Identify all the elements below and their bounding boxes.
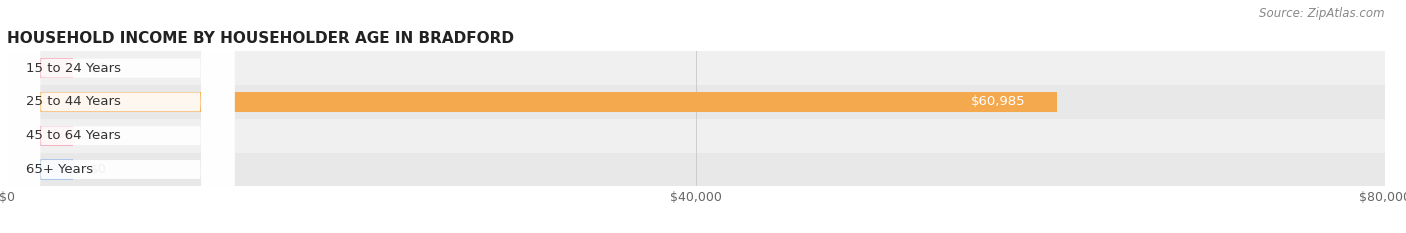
- Text: 65+ Years: 65+ Years: [27, 163, 93, 176]
- Text: 45 to 64 Years: 45 to 64 Years: [27, 129, 121, 142]
- Bar: [7, 85, 1385, 119]
- Text: 25 to 44 Years: 25 to 44 Years: [27, 96, 121, 108]
- Bar: [7, 51, 1385, 85]
- Text: $0: $0: [90, 129, 107, 142]
- FancyBboxPatch shape: [7, 0, 235, 233]
- Bar: [7, 58, 73, 78]
- Text: Source: ZipAtlas.com: Source: ZipAtlas.com: [1260, 7, 1385, 20]
- Text: HOUSEHOLD INCOME BY HOUSEHOLDER AGE IN BRADFORD: HOUSEHOLD INCOME BY HOUSEHOLDER AGE IN B…: [7, 31, 515, 46]
- FancyBboxPatch shape: [7, 0, 235, 233]
- Bar: [7, 126, 73, 146]
- Bar: [7, 153, 1385, 186]
- Bar: [7, 159, 73, 180]
- FancyBboxPatch shape: [7, 0, 235, 233]
- Text: 15 to 24 Years: 15 to 24 Years: [27, 62, 121, 75]
- FancyBboxPatch shape: [7, 0, 235, 233]
- Text: $0: $0: [90, 62, 107, 75]
- Bar: [7, 119, 1385, 153]
- Text: $0: $0: [90, 163, 107, 176]
- Bar: [7, 92, 1057, 112]
- Text: $60,985: $60,985: [972, 96, 1026, 108]
